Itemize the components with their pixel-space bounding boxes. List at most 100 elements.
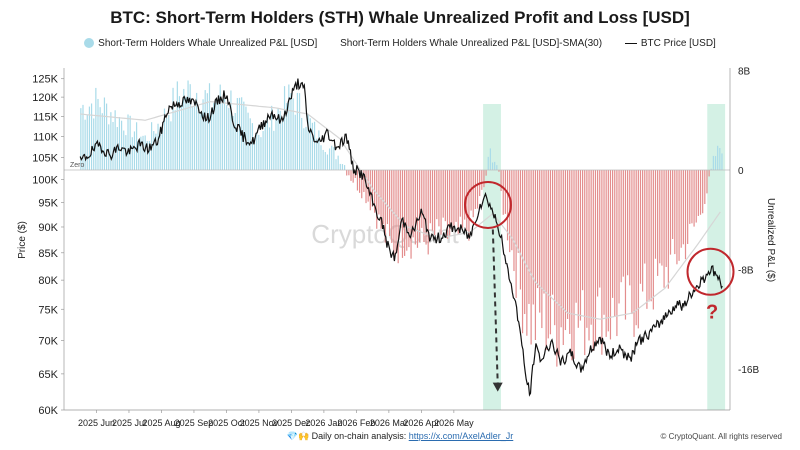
pnl-bar: [513, 170, 515, 272]
pnl-bar: [146, 141, 148, 170]
pnl-bar: [279, 110, 281, 170]
pnl-bar: [144, 135, 146, 170]
pnl-bar: [118, 117, 121, 170]
pnl-bar: [461, 170, 464, 228]
pnl-bar: [324, 151, 326, 170]
pnl-bar: [584, 170, 586, 356]
pnl-bar: [425, 170, 427, 245]
pnl-bar: [545, 170, 547, 351]
pnl-bar: [515, 170, 517, 298]
pnl-bar: [459, 170, 461, 217]
legend-item-sma[interactable]: Short-Term Holders Whale Unrealized P&L …: [340, 38, 602, 49]
pnl-bar: [436, 170, 438, 220]
pnl-bar: [367, 170, 369, 202]
legend-item-bars[interactable]: Short-Term Holders Whale Unrealized P&L …: [84, 38, 317, 49]
price-tick-label: 105K: [32, 152, 58, 164]
pnl-bar: [361, 170, 363, 199]
pnl-bar: [138, 139, 140, 170]
pnl-bar: [464, 170, 466, 220]
pnl-bar: [120, 120, 123, 170]
pnl-bar: [172, 87, 174, 170]
pnl-bar: [356, 170, 359, 191]
pnl-bar: [230, 90, 232, 170]
pnl-bar: [710, 168, 712, 170]
pnl-bar: [699, 170, 702, 215]
pnl-bar: [635, 170, 637, 326]
pnl-bar: [474, 170, 476, 209]
legend-item-price[interactable]: BTC Price [USD]: [624, 38, 716, 49]
pnl-bar: [395, 170, 397, 254]
pnl-bar: [163, 108, 166, 170]
pnl-bar: [530, 170, 532, 345]
pnl-bar: [391, 170, 393, 243]
pnl-bar: [341, 164, 344, 170]
pnl-bar: [208, 83, 211, 170]
highlight-circle-0: [463, 180, 512, 229]
pnl-bar: [331, 145, 333, 170]
pnl-bar: [689, 170, 691, 224]
pnl-bar: [198, 109, 200, 170]
pnl-bar: [253, 138, 256, 170]
pnl-bar: [187, 80, 189, 170]
x-tick-label: 2025 Dec: [272, 418, 311, 428]
pnl-bar: [142, 135, 144, 170]
pnl-bar: [166, 117, 168, 170]
pnl-bar: [226, 105, 228, 170]
y-axis-right-title: Unrealized P&L ($): [765, 198, 776, 282]
pnl-bar: [524, 170, 526, 315]
pnl-bar: [290, 93, 292, 170]
copyright-text: © CryptoQuant. All rights reserved: [660, 432, 783, 441]
pnl-bar: [693, 170, 695, 227]
legend-label-price: BTC Price [USD]: [640, 38, 716, 49]
pnl-bar: [554, 170, 556, 326]
pnl-bar: [498, 170, 500, 172]
x-tick-label: 2025 Jun: [78, 418, 115, 428]
pnl-bar: [427, 170, 429, 255]
pnl-bar: [213, 102, 215, 170]
pnl-tick-label: 0: [738, 166, 744, 177]
footer-link[interactable]: https://x.com/AxelAdler_Jr: [408, 431, 514, 441]
pnl-bar: [343, 165, 346, 170]
pnl-bar: [560, 170, 562, 328]
pnl-bar: [301, 117, 303, 170]
pnl-bar: [650, 170, 652, 302]
pnl-bar: [281, 120, 283, 170]
x-tick-label: 2025 Jul: [112, 418, 146, 428]
pnl-bar: [603, 170, 605, 315]
pnl-bar: [348, 170, 350, 176]
pnl-bar: [256, 133, 258, 170]
price-tick-label: 60K: [38, 405, 58, 417]
pnl-bar: [444, 170, 446, 222]
pnl-bar: [451, 170, 453, 230]
pnl-bar: [84, 119, 86, 170]
pnl-bar: [691, 170, 693, 224]
pnl-bar: [251, 123, 253, 170]
pnl-tick-label: -16B: [738, 365, 759, 376]
pnl-bar: [502, 170, 504, 215]
pnl-bar: [680, 170, 682, 248]
pnl-bar: [275, 118, 277, 170]
pnl-bar: [434, 170, 436, 235]
pnl-bar: [219, 84, 221, 170]
pnl-bar: [296, 92, 299, 170]
pnl-bar: [131, 137, 133, 170]
pnl-bar: [442, 170, 444, 218]
pnl-bar: [556, 170, 558, 367]
pnl-bar: [414, 170, 416, 245]
pnl-bar: [123, 130, 125, 170]
pnl-bar: [320, 145, 322, 170]
pnl-bar: [397, 170, 399, 264]
pnl-bar: [438, 170, 440, 227]
pnl-bar: [562, 170, 564, 346]
pnl-bar: [273, 130, 275, 170]
pnl-bar: [579, 170, 582, 321]
pnl-bar: [178, 96, 181, 170]
price-tick-label: 100K: [32, 174, 58, 186]
pnl-bar: [322, 149, 324, 170]
pnl-bar: [110, 112, 112, 170]
price-tick-label: 125K: [32, 74, 58, 86]
pnl-bar: [264, 121, 266, 170]
pnl-bar: [101, 113, 103, 170]
pnl-bar: [206, 93, 208, 170]
